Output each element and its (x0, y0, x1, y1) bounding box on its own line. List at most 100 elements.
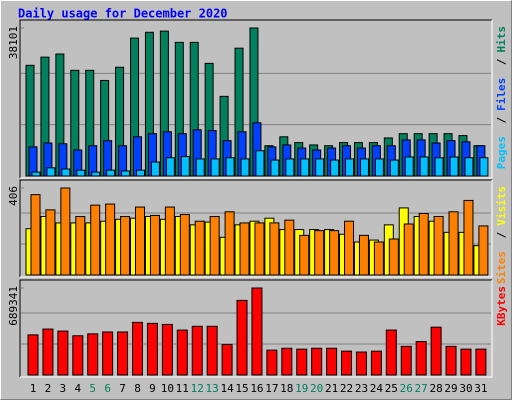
x-tick-label: 21 (325, 382, 338, 395)
bar (314, 230, 325, 276)
bar (370, 350, 382, 376)
bar (210, 158, 220, 177)
bar (224, 211, 235, 276)
panel-border (20, 280, 493, 378)
bar (464, 157, 474, 177)
bar (105, 203, 116, 276)
panel-border (19, 19, 492, 178)
x-tick-label: 28 (429, 382, 442, 395)
bar (76, 169, 86, 177)
bar (132, 321, 144, 376)
bar (75, 216, 86, 276)
x-tick-label: 6 (104, 382, 111, 395)
bar (120, 216, 131, 276)
bar (373, 241, 384, 276)
x-tick-label: 10 (161, 382, 174, 395)
x-tick-label: 23 (355, 382, 368, 395)
bar (326, 347, 338, 376)
bar (403, 223, 414, 276)
bar (221, 343, 233, 376)
bar (269, 222, 280, 276)
legend-entry: Hits (495, 26, 508, 53)
legend: KBytes (495, 286, 508, 326)
bar (27, 334, 39, 376)
bar (165, 157, 175, 177)
bar (355, 351, 367, 376)
bar (42, 328, 54, 376)
bar (146, 322, 158, 376)
bar (388, 238, 399, 276)
bar (236, 299, 248, 376)
x-tick-label: 8 (134, 382, 141, 395)
x-tick-label: 7 (119, 382, 126, 395)
bar (46, 167, 56, 177)
bar (433, 216, 444, 276)
legend-entry: Files (495, 71, 508, 111)
bar (445, 345, 457, 376)
legend-entry: Sites (495, 244, 508, 284)
x-tick-label: 14 (220, 382, 234, 395)
bar (149, 214, 160, 276)
bar (434, 157, 444, 177)
bar (448, 211, 459, 276)
bar (240, 158, 250, 177)
bar (344, 220, 355, 276)
bar (299, 234, 310, 276)
panel-border (19, 279, 492, 377)
bar (87, 333, 99, 376)
bar (449, 156, 459, 177)
x-tick-label: 4 (74, 382, 81, 395)
x-tick-label: 15 (235, 382, 248, 395)
bar (117, 331, 129, 376)
bar (284, 219, 295, 276)
bar (239, 222, 250, 276)
bar (209, 216, 220, 276)
bar (460, 348, 472, 376)
bar (315, 158, 325, 177)
x-tick-label: 12 (191, 382, 204, 395)
x-tick-label: 19 (295, 382, 308, 395)
bar (255, 150, 265, 177)
legend-entry: Visits (495, 186, 508, 226)
bar (300, 158, 310, 177)
bar (270, 159, 280, 177)
x-tick-label: 11 (176, 382, 189, 395)
panel-border (19, 179, 492, 277)
bar (359, 158, 369, 177)
bar (72, 335, 84, 376)
bar (176, 329, 188, 376)
bar (479, 157, 489, 177)
legend-separator: / (495, 231, 508, 238)
bar (164, 206, 175, 276)
bar (385, 329, 397, 376)
legend: Sites / Visits (495, 186, 508, 284)
bar (191, 325, 203, 376)
x-tick-label: 18 (280, 382, 293, 395)
bar (206, 325, 218, 376)
bar (296, 348, 308, 376)
bar (285, 158, 295, 177)
bar (329, 230, 340, 276)
bar (179, 214, 190, 276)
bar (45, 209, 56, 276)
bar (91, 171, 101, 177)
legend-entry: Pages (495, 130, 508, 170)
bar (389, 159, 399, 177)
panel-border (20, 180, 493, 278)
x-tick-label: 27 (415, 382, 428, 395)
bar (180, 156, 190, 177)
bar (121, 170, 131, 177)
x-tick-label: 17 (265, 382, 278, 395)
bar (150, 161, 160, 177)
bar (418, 213, 429, 276)
x-tick-label: 20 (310, 382, 323, 395)
x-tick-label: 22 (340, 382, 353, 395)
bar (57, 330, 69, 376)
x-tick-label: 5 (89, 382, 96, 395)
x-tick-label: 24 (370, 382, 384, 395)
x-tick-label: 1 (30, 382, 37, 395)
bar (415, 341, 427, 376)
x-tick-label: 31 (474, 382, 487, 395)
